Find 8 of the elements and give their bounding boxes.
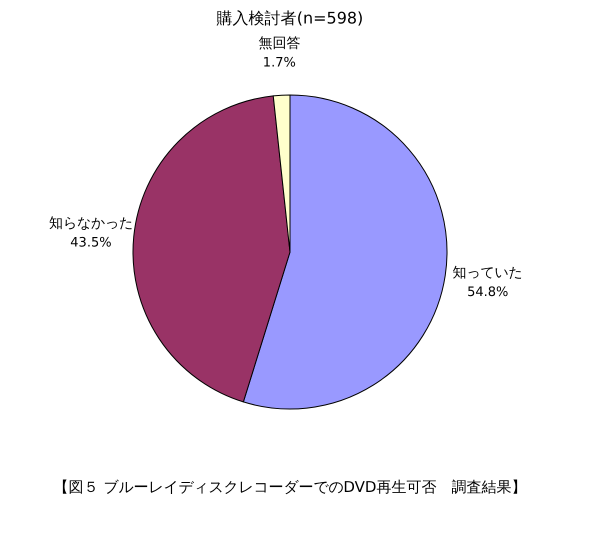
data-label: 54.8% [467, 285, 508, 300]
slice-label: 知っていた [452, 265, 523, 282]
data-label: 1.7% [262, 55, 296, 70]
slice-label: 知らなかった [48, 216, 133, 232]
data-label: 43.5% [70, 236, 112, 251]
slice-label: 無回答 [258, 35, 300, 52]
text: 【図５ ブルーレイディスクレコーダーでのDVD再生可否 調査結果】 [54, 478, 526, 496]
chart-title: 購入検討者(n=598) [216, 8, 364, 28]
